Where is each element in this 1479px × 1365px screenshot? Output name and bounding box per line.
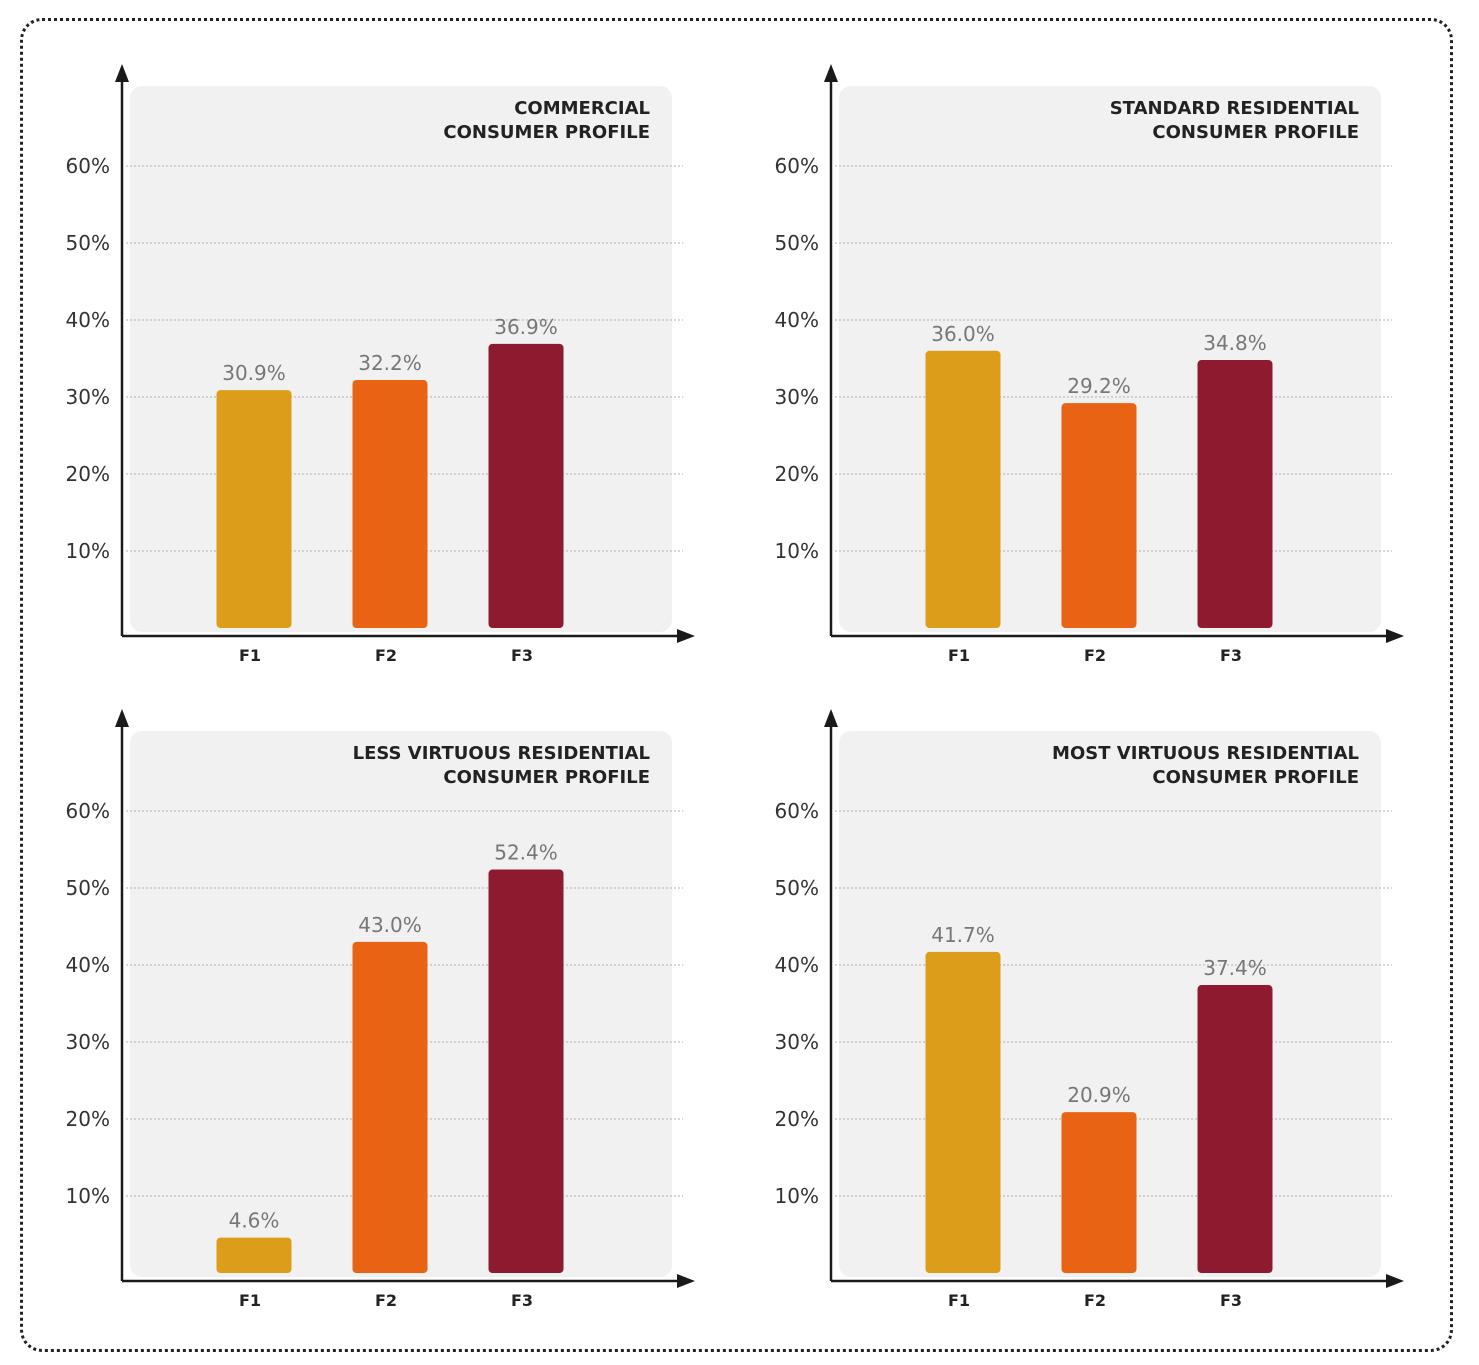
data-label: 34.8%	[1203, 331, 1267, 355]
chart-title: CONSUMER PROFILE	[1152, 767, 1359, 788]
y-tick-label: 50%	[66, 231, 110, 255]
chart-title: STANDARD RESIDENTIAL	[1110, 98, 1359, 119]
data-label: 36.9%	[494, 315, 558, 339]
y-tick-label: 10%	[66, 539, 110, 563]
chart-title: LESS VIRTUOUS RESIDENTIAL	[353, 743, 650, 764]
x-tick-label: F1	[948, 1291, 970, 1310]
y-tick-label: 50%	[66, 876, 110, 900]
y-tick-label: 30%	[66, 385, 110, 409]
data-label: 43.0%	[358, 913, 422, 937]
bar-f3	[1197, 360, 1273, 628]
y-tick-label: 60%	[775, 799, 819, 823]
y-tick-label: 40%	[66, 308, 110, 332]
chart-commercial: 10% 20% 30% 40% 50% 60% COMMERCIAL CONSUMER PRO…	[0, 50, 710, 690]
y-tick-label: 30%	[775, 1030, 819, 1054]
y-tick-label: 20%	[775, 1107, 819, 1131]
data-label: 20.9%	[1067, 1083, 1131, 1107]
x-tick-label: F3	[1220, 1291, 1242, 1310]
bar-f1	[216, 390, 292, 628]
dotted-frame	[20, 18, 1453, 1352]
data-label: 4.6%	[229, 1209, 280, 1233]
y-tick-label: 10%	[66, 1184, 110, 1208]
x-tick-label: F2	[1084, 1291, 1106, 1310]
bar-f2	[352, 941, 428, 1273]
x-axis-arrow	[1386, 629, 1404, 643]
x-tick-label: F3	[1220, 646, 1242, 665]
bar-f3	[488, 869, 564, 1273]
chart-title: COMMERCIAL	[514, 98, 650, 119]
y-axis-arrow	[824, 64, 838, 82]
bar-f3	[1197, 985, 1273, 1273]
chart-svg: 10% 20% 30% 40% 50% 60% COMMERCIAL CONSUMER PRO…	[66, 64, 695, 665]
x-tick-label: F1	[948, 646, 970, 665]
chart-title: CONSUMER PROFILE	[1152, 122, 1359, 143]
y-tick-label: 50%	[775, 231, 819, 255]
chart-title: CONSUMER PROFILE	[443, 122, 650, 143]
y-tick-label: 20%	[66, 1107, 110, 1131]
chart-svg: 10% 20% 30% 40% 50% 60% LESS VIRTUOUS RESIDENT…	[66, 709, 695, 1310]
data-label: 37.4%	[1203, 956, 1267, 980]
y-tick-label: 60%	[66, 154, 110, 178]
chart-less-virtuous-residential: 10% 20% 30% 40% 50% 60% LESS VIRTUOUS RESIDENT…	[0, 695, 710, 1335]
y-tick-label: 40%	[66, 953, 110, 977]
y-tick-label: 60%	[775, 154, 819, 178]
chart-standard-residential: 10% 20% 30% 40% 50% 60% STANDARD RESIDENTIAL CO…	[709, 50, 1419, 690]
x-axis-arrow	[677, 629, 695, 643]
chart-svg: 10% 20% 30% 40% 50% 60% STANDARD RESIDENTIAL CO…	[775, 64, 1404, 665]
y-axis-arrow	[115, 64, 129, 82]
y-tick-label: 30%	[66, 1030, 110, 1054]
y-axis-arrow	[824, 709, 838, 727]
data-label: 36.0%	[931, 322, 995, 346]
y-tick-label: 50%	[775, 876, 819, 900]
x-tick-label: F2	[375, 646, 397, 665]
bar-f2	[1061, 1112, 1137, 1273]
x-tick-label: F1	[239, 646, 261, 665]
chart-title: CONSUMER PROFILE	[443, 767, 650, 788]
bar-f2	[1061, 403, 1137, 628]
y-tick-label: 10%	[775, 539, 819, 563]
data-label: 41.7%	[931, 923, 995, 947]
bar-f1	[216, 1237, 292, 1273]
x-tick-label: F1	[239, 1291, 261, 1310]
x-axis-arrow	[677, 1274, 695, 1288]
y-axis-arrow	[115, 709, 129, 727]
y-tick-label: 40%	[775, 308, 819, 332]
y-tick-label: 10%	[775, 1184, 819, 1208]
bar-f3	[488, 343, 564, 628]
bar-f1	[925, 350, 1001, 628]
x-tick-label: F3	[511, 646, 533, 665]
x-axis-arrow	[1386, 1274, 1404, 1288]
y-tick-label: 20%	[775, 462, 819, 486]
data-label: 32.2%	[358, 351, 422, 375]
data-label: 30.9%	[222, 361, 286, 385]
chart-svg: 10% 20% 30% 40% 50% 60% MOST VIRTUOUS RESIDENT…	[775, 709, 1404, 1310]
y-tick-label: 40%	[775, 953, 819, 977]
data-label: 29.2%	[1067, 374, 1131, 398]
y-tick-label: 20%	[66, 462, 110, 486]
y-tick-label: 30%	[775, 385, 819, 409]
bar-f1	[925, 951, 1001, 1273]
chart-title: MOST VIRTUOUS RESIDENTIAL	[1052, 743, 1359, 764]
bar-f2	[352, 380, 428, 628]
y-tick-label: 60%	[66, 799, 110, 823]
data-label: 52.4%	[494, 841, 558, 865]
x-tick-label: F2	[1084, 646, 1106, 665]
x-tick-label: F2	[375, 1291, 397, 1310]
chart-most-virtuous-residential: 10% 20% 30% 40% 50% 60% MOST VIRTUOUS RESIDENT…	[709, 695, 1419, 1335]
x-tick-label: F3	[511, 1291, 533, 1310]
